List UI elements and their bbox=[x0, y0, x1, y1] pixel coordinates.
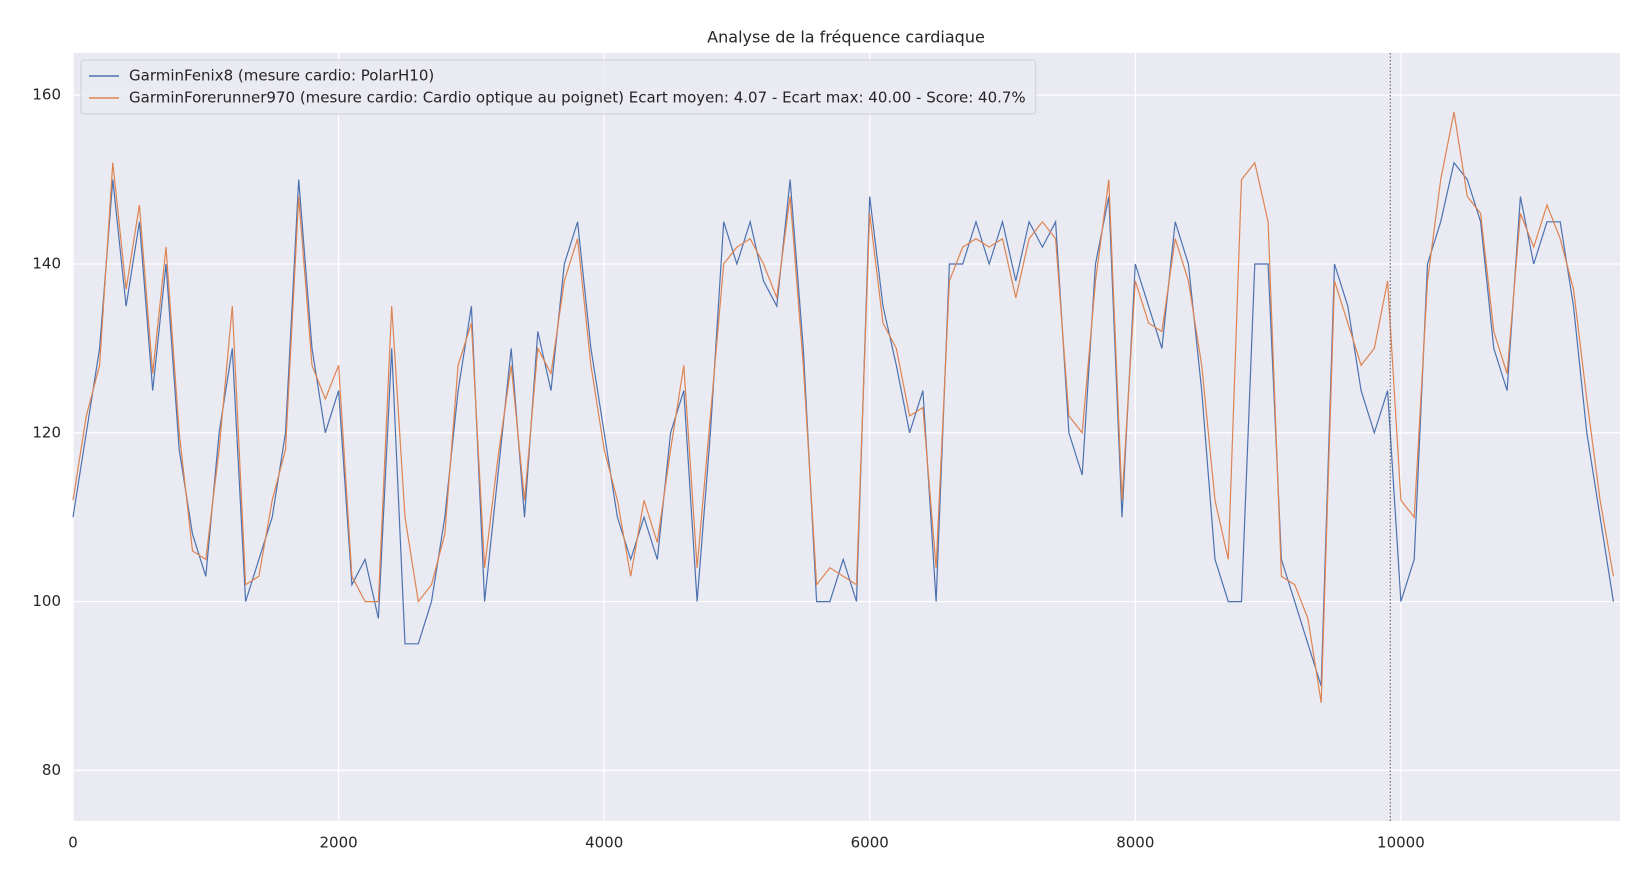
legend-box bbox=[80, 59, 1037, 115]
x-tick-label: 0 bbox=[68, 834, 78, 852]
legend-label: GarminForerunner970 (mesure cardio: Card… bbox=[129, 89, 1026, 107]
x-tick-label: 10000 bbox=[1377, 834, 1425, 852]
y-tick-label: 120 bbox=[32, 423, 61, 441]
legend-label: GarminFenix8 (mesure cardio: PolarH10) bbox=[129, 67, 434, 85]
x-tick-label: 2000 bbox=[319, 834, 357, 852]
line-series bbox=[72, 161, 1614, 687]
y-tick-label: 160 bbox=[32, 86, 61, 104]
chart-title: Analyse de la fréquence cardiaque bbox=[707, 28, 985, 47]
y-tick-label: 140 bbox=[32, 254, 61, 272]
x-tick-label: 6000 bbox=[851, 834, 889, 852]
x-tick-label: 8000 bbox=[1116, 834, 1154, 852]
y-tick-label: 100 bbox=[32, 592, 61, 610]
y-tick-label: 80 bbox=[42, 761, 61, 779]
x-tick-label: 4000 bbox=[585, 834, 623, 852]
plot-area bbox=[73, 53, 1620, 821]
line-series bbox=[72, 111, 1614, 703]
